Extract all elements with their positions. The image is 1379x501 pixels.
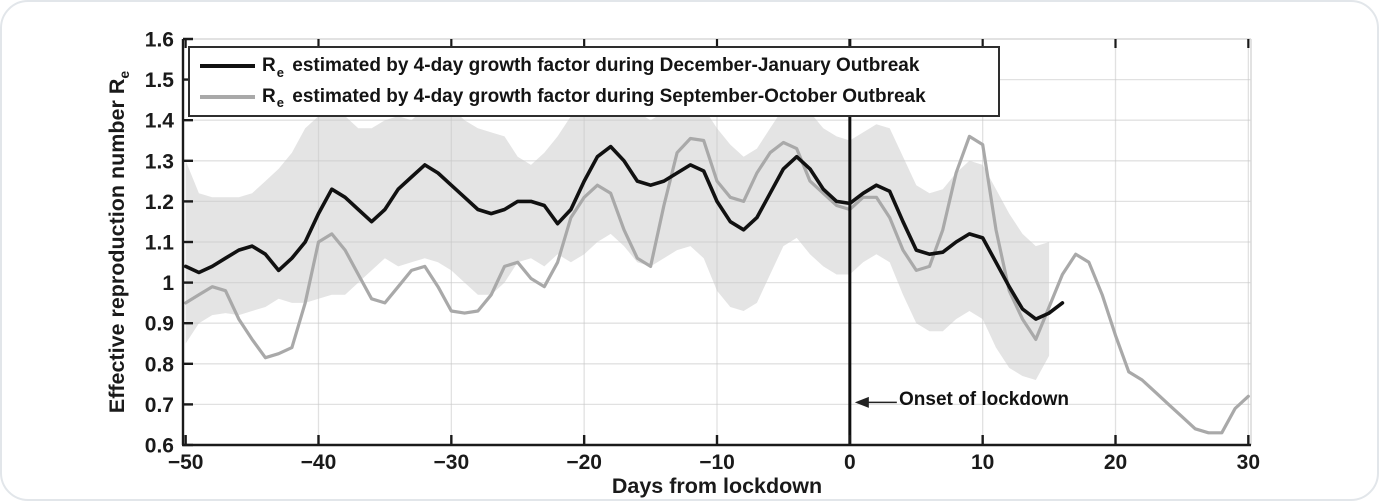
legend-label-text: estimated by 4-day growth factor during … [286, 85, 926, 107]
y-tick-label: 0.8 [145, 353, 175, 376]
legend-label-subscript: e [276, 64, 284, 80]
legend-label-r: R [262, 85, 276, 107]
legend-label-subscript: e [276, 95, 284, 111]
x-tick-label: 0 [844, 451, 856, 474]
legend-line-swatch [200, 64, 255, 69]
y-tick-label: 1.1 [145, 232, 175, 255]
x-tick-label: −40 [301, 451, 337, 474]
series-line-september-october [184, 134, 1250, 435]
x-tick-label: −50 [168, 451, 204, 474]
x-tick-label: 10 [971, 451, 994, 474]
plot-area: −50 −40 −30 −20 −10 0 10 20 30 0.6 0.7 0.8 0.9 1 1.1 1.… [105, 29, 1260, 499]
y-tick-label: 1.4 [145, 110, 175, 133]
x-tick-label: −20 [566, 451, 602, 474]
confidence-band [185, 95, 1050, 381]
y-tick-label: 0.9 [145, 313, 174, 336]
y-axis-label: Effective reproduction number Re [105, 71, 132, 414]
y-tick-label: 1.5 [145, 69, 175, 92]
y-tick-label: 0.6 [145, 435, 174, 458]
y-tick-label: 0.7 [145, 394, 174, 417]
y-tick-label: 1.6 [145, 29, 174, 52]
x-axis-label: Days from lockdown [612, 474, 822, 498]
x-tick-label: −30 [434, 451, 470, 474]
legend-label-r: R [262, 55, 276, 77]
x-tick-label: 20 [1104, 451, 1127, 474]
y-tick-label: 1 [162, 272, 174, 295]
lockdown-annotation-label: Onset of lockdown [899, 389, 1069, 410]
annotation-arrowhead [854, 396, 869, 408]
y-tick-label: 1.3 [145, 150, 174, 173]
legend-label-text: estimated by 4-day growth factor during … [286, 55, 920, 77]
legend-line-swatch [200, 94, 255, 99]
x-tick-label: 30 [1237, 451, 1260, 474]
y-tick-label: 1.2 [145, 191, 174, 214]
series-line-december-january [183, 144, 1065, 321]
x-tick-label: −10 [699, 451, 735, 474]
